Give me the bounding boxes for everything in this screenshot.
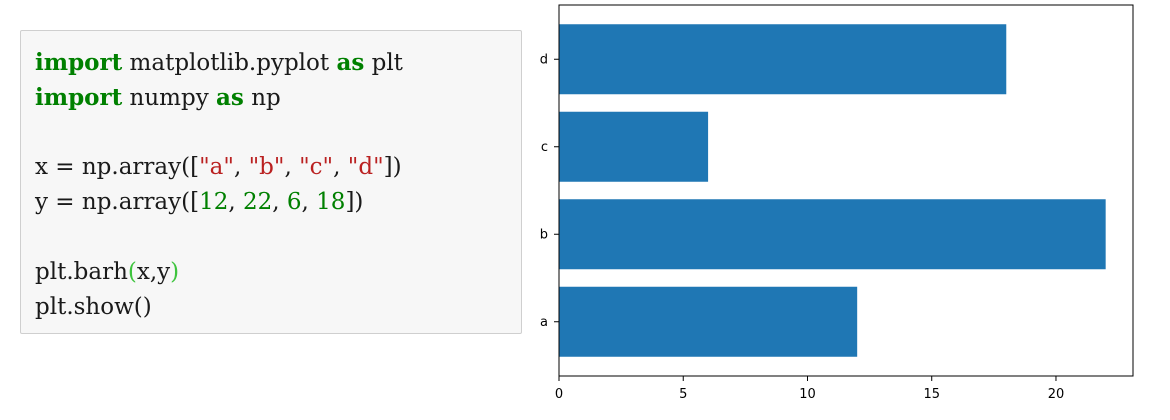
code-text: x,y	[136, 259, 171, 285]
keyword: as	[336, 49, 365, 76]
code-line-5: plt.barh(x,y)	[35, 255, 521, 290]
keyword: import	[35, 49, 123, 76]
number-literal: 18	[316, 189, 346, 215]
bars-group	[559, 24, 1106, 357]
code-text: plt	[364, 50, 403, 76]
number-literal: 22	[243, 189, 273, 215]
code-text: np	[243, 85, 281, 111]
code-line-3: x = np.array(["a", "b", "c", "d"])	[35, 150, 521, 185]
string-literal: "d"	[347, 154, 384, 180]
code-text: matplotlib.pyplot	[122, 50, 337, 76]
bar-d	[559, 24, 1007, 95]
code-line-1: import matplotlib.pyplot as plt	[35, 45, 521, 80]
string-literal: "a"	[199, 154, 234, 180]
y-tick-label: a	[540, 315, 548, 330]
x-tick-label: 15	[923, 387, 940, 402]
keyword: import	[35, 84, 123, 111]
code-text: ,	[333, 154, 348, 180]
y-tick-label: b	[540, 227, 548, 242]
code-text: ,	[272, 189, 287, 215]
paren: (	[127, 259, 137, 285]
number-literal: 12	[199, 189, 229, 215]
code-text: ,	[284, 154, 300, 180]
string-literal: "b"	[248, 154, 285, 180]
x-tick-label: 5	[679, 387, 687, 402]
x-tick-label: 20	[1048, 387, 1065, 402]
bar-b	[559, 199, 1106, 270]
code-text: plt.show()	[35, 294, 152, 320]
x-ticks-group: 0 5 10 15 20	[555, 376, 1064, 402]
code-text: y = np.array([	[35, 189, 200, 215]
code-line-6: plt.show()	[35, 290, 521, 325]
y-tick-label: c	[541, 140, 548, 155]
y-ticks-group: a b c d	[540, 52, 559, 330]
bar-a	[559, 286, 858, 357]
code-text: ])	[383, 154, 402, 180]
code-text: ])	[345, 189, 364, 215]
code-text: x = np.array([	[35, 154, 200, 180]
paren: )	[170, 259, 180, 285]
code-text: ,	[301, 189, 317, 215]
code-line-2: import numpy as np	[35, 80, 521, 115]
string-literal: "c"	[299, 154, 334, 180]
y-tick-label: d	[540, 52, 548, 67]
code-cell[interactable]: import matplotlib.pyplot as plt import n…	[20, 30, 522, 334]
code-text: ,	[233, 154, 249, 180]
x-tick-label: 10	[799, 387, 816, 402]
code-text: ,	[228, 189, 243, 215]
code-text: plt.barh	[35, 259, 128, 285]
keyword: as	[216, 84, 244, 111]
x-tick-label: 0	[555, 387, 563, 402]
axes-frame	[558, 4, 1134, 377]
code-text: numpy	[122, 85, 217, 111]
number-literal: 6	[286, 189, 302, 215]
code-line-4: y = np.array([12, 22, 6, 18])	[35, 185, 521, 220]
bar-c	[559, 111, 709, 182]
